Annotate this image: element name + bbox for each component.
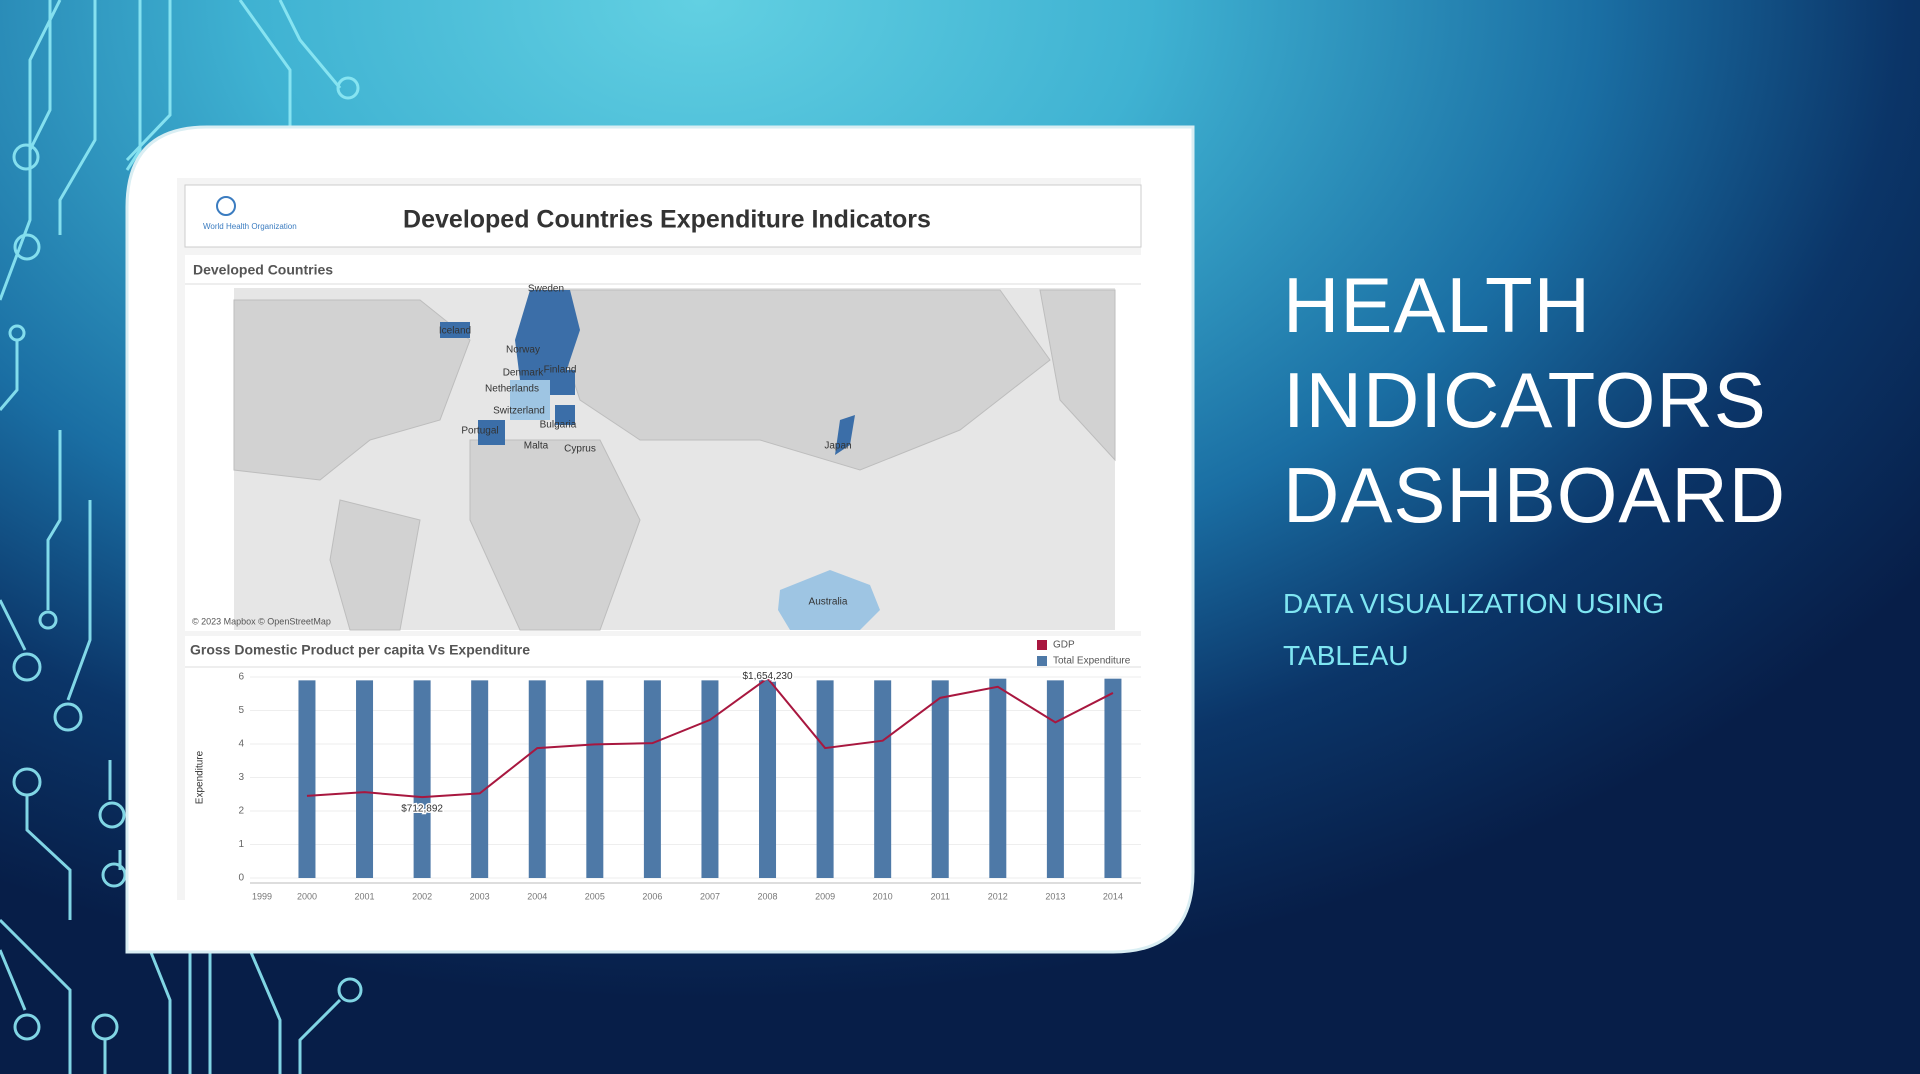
map-land — [233, 289, 1116, 631]
y-tick-label: 5 — [238, 705, 244, 716]
data-label: $1,654,230 — [742, 671, 792, 682]
map-label: Australia — [809, 597, 848, 608]
line — [306, 676, 1114, 799]
chart-panel — [185, 636, 1141, 900]
bar — [643, 680, 661, 878]
logo-text: World Health Organization — [203, 222, 297, 231]
slide-title: HEALTH INDICATORS DASHBOARD — [1283, 261, 1787, 539]
x-tick-label: 2008 — [758, 891, 778, 901]
map-title: Developed Countries — [193, 262, 333, 278]
bar — [298, 680, 316, 878]
bar — [989, 678, 1007, 878]
y-tick-label: 1 — [238, 839, 244, 850]
map-label: Malta — [524, 441, 549, 452]
map-highlight-light — [510, 380, 880, 630]
map-label: Portugal — [461, 426, 498, 437]
y-axis-label: Expenditure — [195, 750, 206, 804]
bar — [356, 680, 374, 878]
x-tick-label: 2012 — [988, 891, 1008, 901]
x-tick-label: 2006 — [642, 891, 662, 901]
legend-swatch — [1037, 656, 1047, 666]
map-label: Netherlands — [485, 384, 539, 395]
bar — [701, 680, 719, 878]
x-tick-label: 2011 — [931, 891, 950, 901]
map-highlight — [440, 290, 855, 455]
dashboard-header — [184, 184, 1142, 248]
y-tick-label: 6 — [238, 672, 244, 683]
dashboard-title: Developed Countries Expenditure Indicato… — [403, 206, 931, 234]
bar — [874, 680, 892, 878]
map-label: Bulgaria — [540, 420, 577, 431]
map-label: Cyprus — [564, 444, 596, 455]
bar — [471, 680, 489, 878]
x-tick-label: 2004 — [527, 891, 547, 901]
bar — [413, 680, 431, 878]
data-label: $712,892 — [401, 804, 443, 815]
bar — [1104, 678, 1122, 878]
bar — [586, 680, 604, 878]
x-tick-label: 2001 — [355, 891, 375, 901]
map-label: Sweden — [528, 284, 564, 295]
x-tick-label: 2005 — [585, 891, 605, 901]
chart-title: Gross Domestic Product per capita Vs Exp… — [190, 642, 530, 658]
slide-subtitle: DATA VISUALIZATION USING TABLEAU — [1283, 588, 1665, 671]
x-tick-label: 2009 — [815, 891, 835, 901]
legend-label: GDP — [1053, 640, 1075, 651]
map-label: Switzerland — [493, 406, 545, 417]
x-tick-label: 2014 — [1103, 891, 1123, 901]
y-tick-label: 0 — [238, 873, 244, 884]
y-tick-label: 4 — [238, 739, 244, 750]
y-tick-label: 2 — [238, 806, 244, 817]
legend-label: Total Expenditure — [1053, 656, 1131, 667]
x-tick-label: 2003 — [470, 891, 490, 901]
chart: Gross Domestic Product per capita Vs Exp… — [185, 640, 1141, 901]
map-label: Denmark — [503, 368, 545, 379]
x-tick-label: 1999 — [252, 891, 272, 901]
map-label: Iceland — [439, 326, 471, 337]
x-tick-label: 2007 — [700, 891, 720, 901]
map-label: Finland — [544, 365, 577, 376]
logo-icon — [216, 196, 236, 216]
map-label: Norway — [506, 345, 540, 356]
map-attribution: © 2023 Mapbox © OpenStreetMap — [192, 616, 331, 626]
x-tick-label: 2002 — [412, 891, 432, 901]
bar — [759, 678, 777, 878]
bar — [1046, 680, 1064, 878]
x-tick-label: 2000 — [297, 891, 317, 901]
y-tick-label: 3 — [238, 772, 244, 783]
bar — [528, 680, 546, 878]
map-label: Japan — [824, 441, 851, 452]
x-tick-label: 2013 — [1045, 891, 1065, 901]
bar — [931, 680, 949, 878]
x-tick-label: 2010 — [873, 891, 893, 901]
bar — [816, 680, 834, 878]
legend-swatch — [1037, 640, 1047, 650]
